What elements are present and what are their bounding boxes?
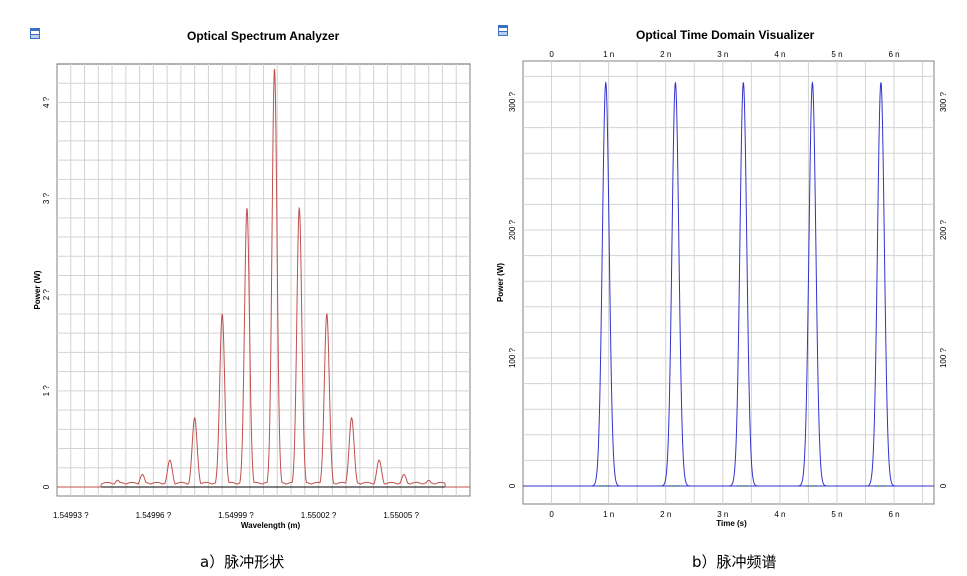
window-icon[interactable] xyxy=(498,25,508,36)
y-tick-label: 3 ? xyxy=(42,192,51,204)
x-tick-label: 1.54996 ? xyxy=(136,511,172,520)
chart-title: Optical Spectrum Analyzer xyxy=(187,29,340,43)
window-icon-graphic xyxy=(498,25,508,36)
x-tick-label-top: 0 xyxy=(549,50,554,59)
x-tick-label-bottom: 6 n xyxy=(888,510,899,519)
x-axis-label: Wavelength (m) xyxy=(241,521,301,530)
y-tick-label: 0 xyxy=(42,484,51,489)
x-axis-label: Time (s) xyxy=(716,519,747,528)
x-tick-label: 1.54999 ? xyxy=(218,511,254,520)
x-tick-label-top: 6 n xyxy=(888,50,899,59)
y-tick-label-right: 100 ? xyxy=(939,347,948,368)
y-tick-label: 2 ? xyxy=(42,289,51,301)
x-tick-label-bottom: 0 xyxy=(549,510,554,519)
y-tick-label-left: 200 ? xyxy=(508,219,517,240)
spectrum-analyzer-panel: Optical Spectrum Analyzer 0 1 ? 2 ? 3 ? 4 ? 1… xyxy=(30,28,471,571)
y-axis-label: Power (W) xyxy=(33,270,42,309)
x-tick-label-bottom: 2 n xyxy=(660,510,671,519)
time-domain-panel: Optical Time Domain Visualizer 0 0 1 n 1 n 2… xyxy=(484,0,967,576)
spectrum-trace xyxy=(57,68,470,488)
x-tick-label-top: 1 n xyxy=(603,50,614,59)
chart-title: Optical Time Domain Visualizer xyxy=(636,28,815,42)
y-tick-label: 4 ? xyxy=(42,96,51,108)
y-tick-label-right: 0 xyxy=(939,483,948,488)
window-icon[interactable] xyxy=(30,28,40,39)
y-tick-label: 1 ? xyxy=(42,385,51,397)
x-tick-label: 1.55002 ? xyxy=(301,511,337,520)
y-tick-label-left: 100 ? xyxy=(508,347,517,368)
pulse-trace xyxy=(548,81,926,487)
x-tick-label-bottom: 3 n xyxy=(717,510,728,519)
x-tick-label-bottom: 1 n xyxy=(603,510,614,519)
y-axis-label: Power (W) xyxy=(496,263,505,302)
y-tick-label-right: 300 ? xyxy=(939,91,948,112)
x-tick-label-top: 4 n xyxy=(774,50,785,59)
x-tick-label-top: 5 n xyxy=(831,50,842,59)
x-tick-label: 1.54993 ? xyxy=(53,511,89,520)
x-tick-label-top: 3 n xyxy=(717,50,728,59)
y-tick-label-left: 0 xyxy=(508,483,517,488)
caption: a）脉冲形状 xyxy=(200,553,285,571)
x-tick-label: 1.55005 ? xyxy=(383,511,419,520)
x-tick-label-bottom: 5 n xyxy=(831,510,842,519)
time-domain-chart: 0 0 1 n 1 n 2 n 2 n 3 n 3 n 4 n 4 n 5 n 5 n 6 n 6 n 0 0… xyxy=(496,50,948,528)
spectrum-chart: 0 1 ? 2 ? 3 ? 4 ? 1.54993 ? 1.54996 ? 1.54999 ?… xyxy=(33,63,471,530)
y-tick-label-right: 200 ? xyxy=(939,219,948,240)
window-icon-graphic xyxy=(30,28,40,39)
x-tick-label-top: 2 n xyxy=(660,50,671,59)
x-tick-label-bottom: 4 n xyxy=(774,510,785,519)
caption: b）脉冲频谱 xyxy=(692,553,777,571)
y-tick-label-left: 300 ? xyxy=(508,91,517,112)
